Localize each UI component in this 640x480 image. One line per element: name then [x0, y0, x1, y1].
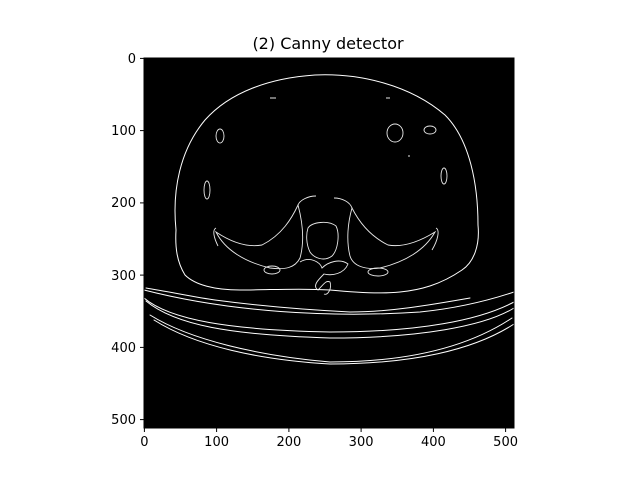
x-tick-label: 200 [276, 435, 301, 450]
axes-frame [143, 57, 515, 429]
x-tick-label: 100 [204, 435, 229, 450]
y-axis: 0 100 200 300 400 500 [111, 52, 144, 428]
image-background [144, 58, 514, 428]
plot-title: (2) Canny detector [252, 34, 404, 53]
y-tick-label: 400 [111, 341, 136, 356]
edge-image [143, 58, 515, 428]
x-tick-label: 500 [493, 435, 518, 450]
y-tick-label: 0 [128, 52, 136, 67]
y-tick-label: 200 [111, 196, 136, 211]
y-tick-label: 300 [111, 269, 136, 284]
y-tick-label: 500 [111, 413, 136, 428]
x-tick-label: 400 [421, 435, 446, 450]
x-axis: 0 100 200 300 400 500 [140, 428, 518, 450]
y-tick-label: 100 [111, 124, 136, 139]
x-tick-label: 300 [349, 435, 374, 450]
x-tick-label: 0 [140, 435, 148, 450]
edge-contours [143, 74, 515, 365]
